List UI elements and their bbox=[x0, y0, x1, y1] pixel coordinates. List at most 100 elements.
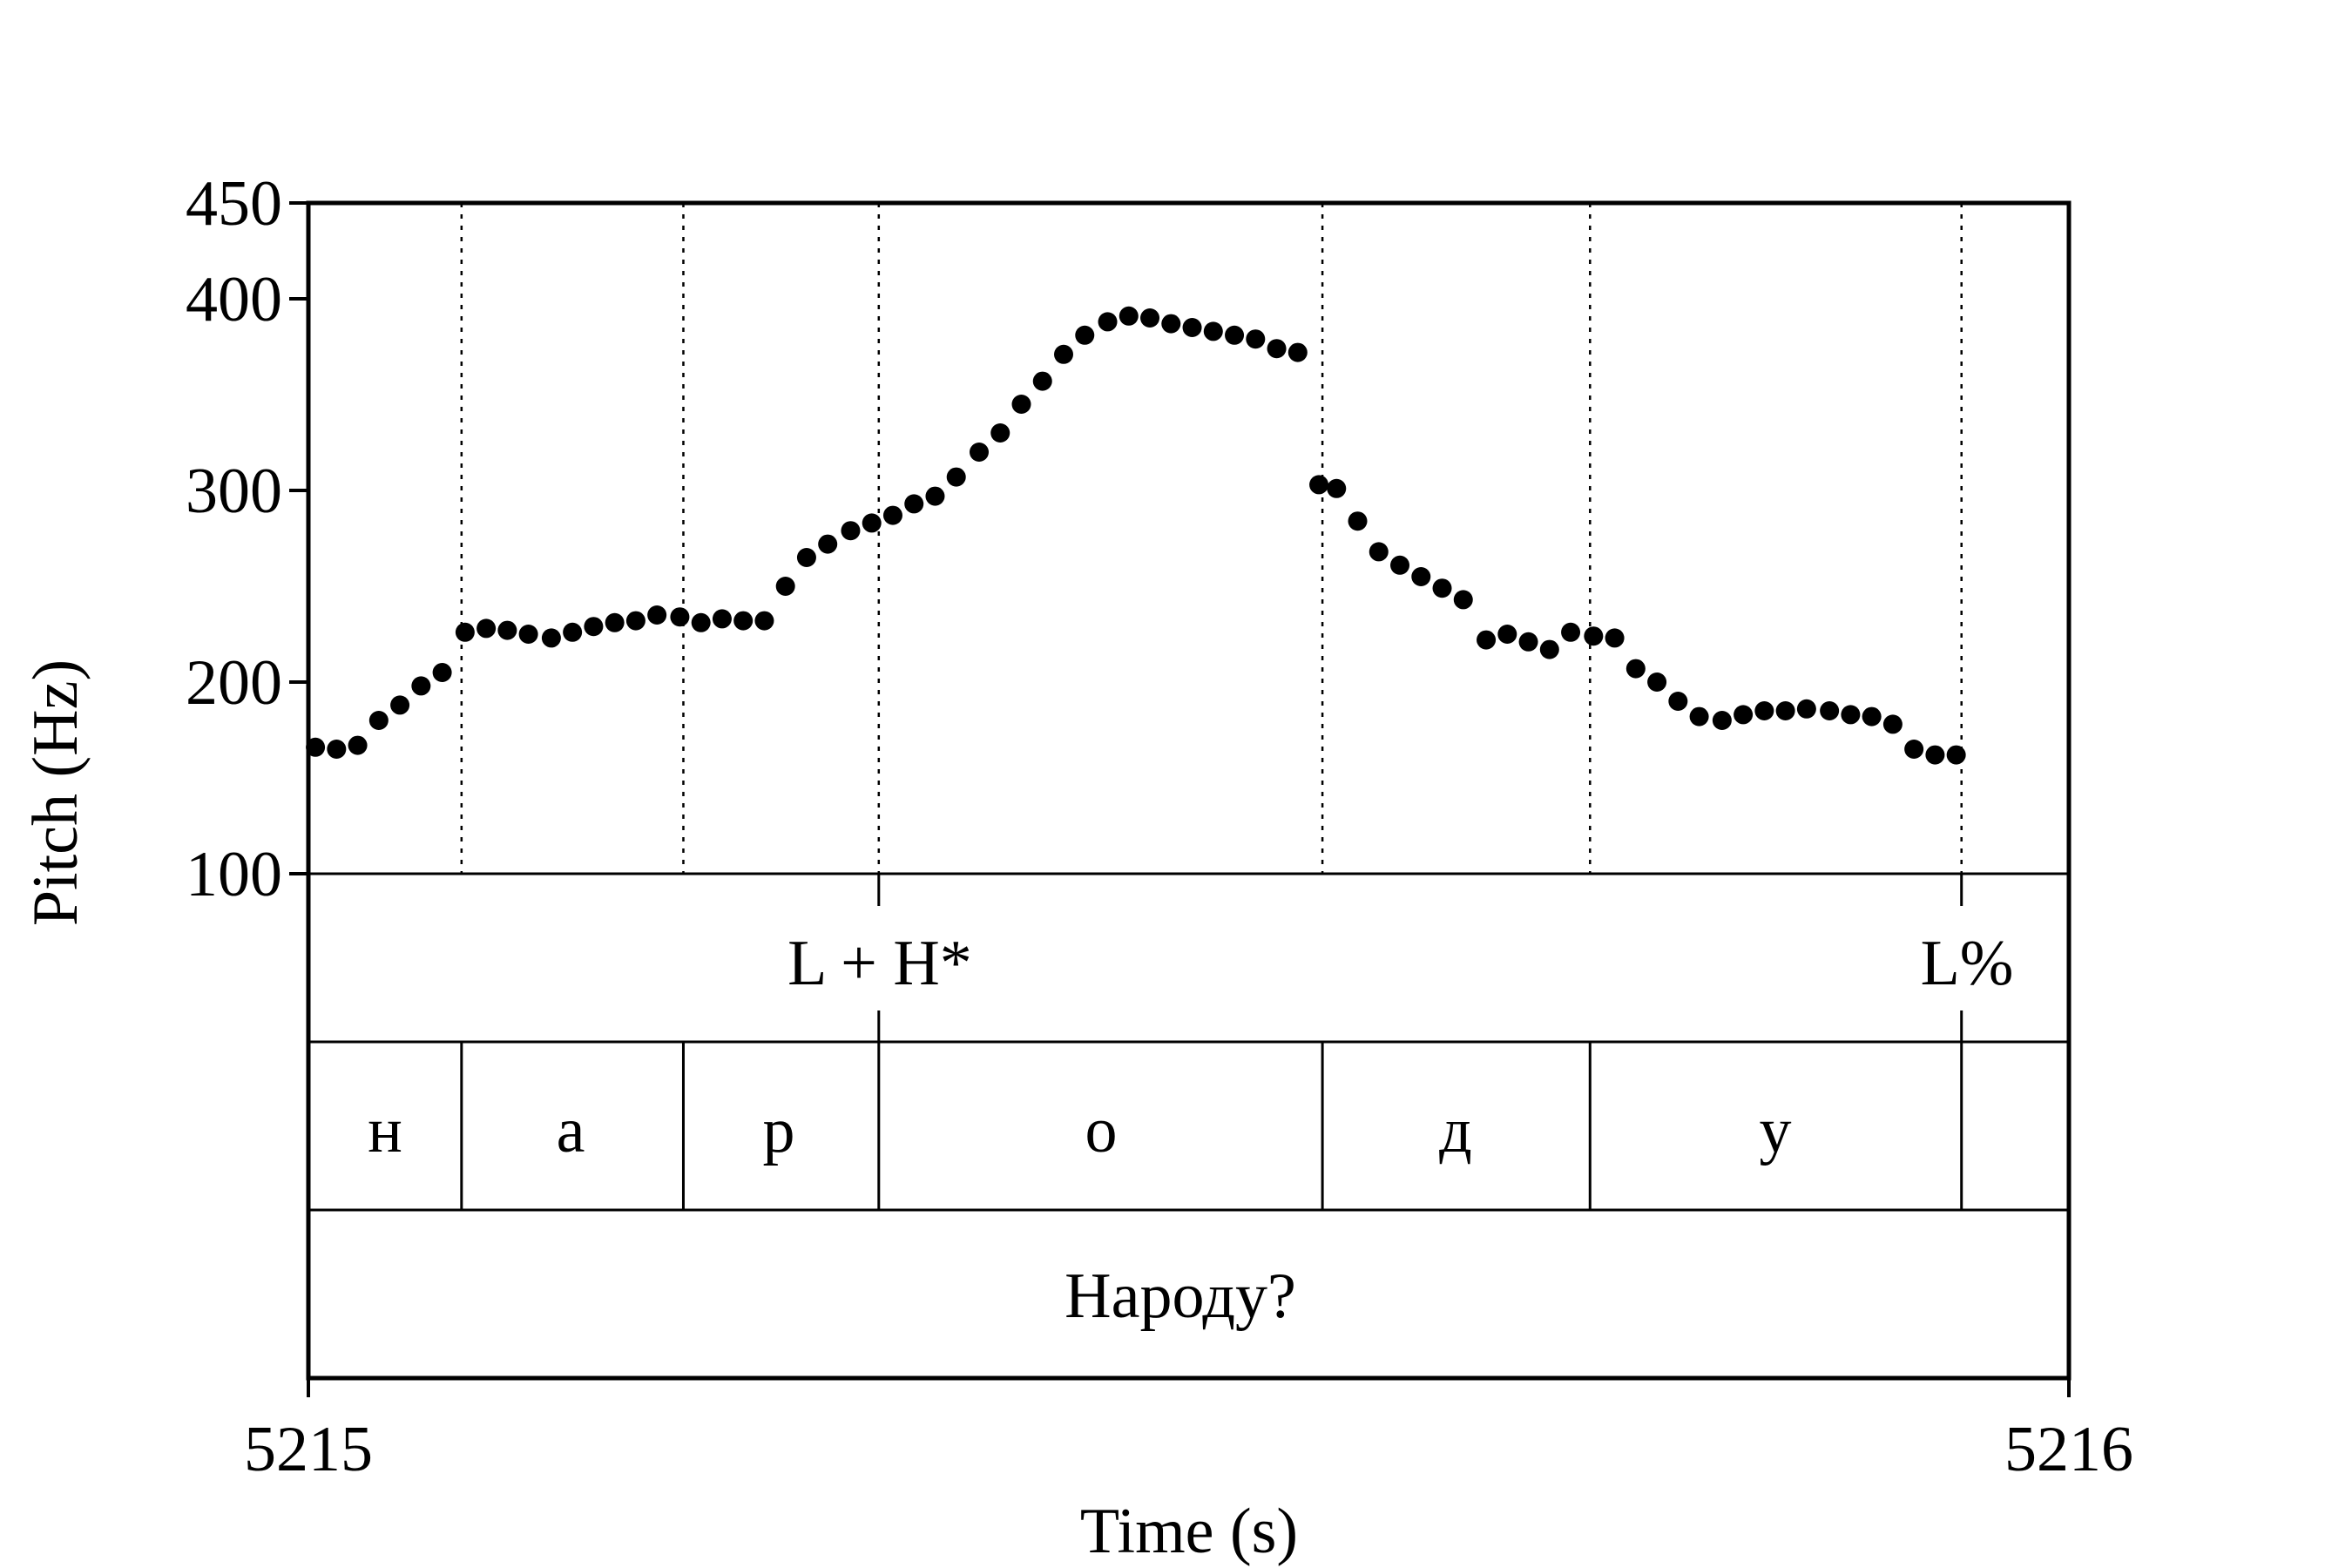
pitch-point bbox=[775, 577, 795, 596]
pitch-point bbox=[796, 548, 816, 567]
pitch-point bbox=[1796, 699, 1816, 719]
word-label: Народу? bbox=[1064, 1260, 1296, 1332]
pitch-point bbox=[925, 486, 945, 506]
pitch-point bbox=[1904, 740, 1924, 759]
pitch-point bbox=[1054, 344, 1074, 364]
pitch-point bbox=[584, 617, 604, 637]
pitch-point bbox=[841, 521, 861, 541]
pitch-point bbox=[1882, 714, 1903, 734]
pitch-point bbox=[1625, 659, 1646, 679]
segment-label-n: н bbox=[368, 1095, 402, 1166]
pitch-point bbox=[1390, 555, 1410, 575]
pitch-point bbox=[904, 494, 924, 514]
pitch-point bbox=[1309, 475, 1329, 495]
pitch-point bbox=[1098, 312, 1118, 332]
pitch-point bbox=[946, 467, 966, 487]
pitch-point bbox=[348, 735, 368, 755]
pitch-point bbox=[647, 605, 667, 625]
pitch-point bbox=[411, 676, 431, 696]
segment-label-r: р bbox=[763, 1095, 795, 1166]
pitch-point bbox=[733, 611, 754, 631]
pitch-point bbox=[1862, 706, 1882, 727]
pitch-point bbox=[1539, 639, 1559, 659]
pitch-point bbox=[368, 711, 389, 730]
pitch-point bbox=[432, 663, 452, 682]
pitch-point bbox=[1075, 325, 1095, 345]
pitch-point bbox=[1518, 632, 1538, 652]
pitch-point bbox=[1925, 745, 1945, 765]
pitch-point bbox=[1119, 306, 1139, 326]
y-tick-label-450: 450 bbox=[186, 168, 282, 240]
pitch-point bbox=[1182, 318, 1202, 337]
pitch-point bbox=[862, 513, 882, 533]
pitch-point bbox=[518, 625, 538, 644]
y-tick-label-400: 400 bbox=[186, 264, 282, 335]
pitch-point bbox=[390, 695, 410, 715]
pitch-point bbox=[1348, 511, 1368, 531]
pitch-point bbox=[691, 612, 711, 632]
pitch-point bbox=[1689, 706, 1709, 727]
segment-label-d: д bbox=[1439, 1095, 1472, 1166]
pitch-point bbox=[1754, 701, 1774, 720]
segment-label-o: о bbox=[1085, 1095, 1118, 1166]
pitch-point bbox=[1841, 705, 1861, 725]
segment-label-u: у bbox=[1760, 1095, 1792, 1166]
pitch-point bbox=[670, 607, 690, 627]
x-axis-title: Time (s) bbox=[1080, 1496, 1298, 1567]
pitch-point bbox=[327, 740, 347, 759]
tone-label-l-h-star: L + H* bbox=[787, 928, 972, 999]
pitch-point bbox=[1668, 692, 1688, 711]
pitch-point bbox=[970, 443, 990, 462]
pitch-point bbox=[563, 622, 583, 642]
pitch-point bbox=[1032, 371, 1052, 391]
x-tick-label-start: 5215 bbox=[244, 1414, 373, 1485]
pitch-point bbox=[497, 620, 517, 640]
pitch-point bbox=[1327, 478, 1347, 498]
pitch-point bbox=[1432, 578, 1452, 598]
pitch-point bbox=[1820, 701, 1840, 720]
pitch-point bbox=[754, 611, 774, 631]
y-axis-ticks: 100 200 300 400 450 bbox=[186, 168, 308, 910]
pitch-point bbox=[1288, 342, 1308, 362]
pitch-point bbox=[1453, 590, 1473, 610]
pitch-point bbox=[541, 628, 561, 648]
pitch-point bbox=[1497, 625, 1517, 644]
pitch-point bbox=[712, 609, 732, 629]
pitch-points bbox=[306, 306, 1966, 765]
pitch-point bbox=[1203, 321, 1223, 341]
pitch-point bbox=[882, 505, 902, 525]
y-tick-label-100: 100 bbox=[186, 839, 282, 910]
pitch-point bbox=[1246, 329, 1266, 349]
pitch-point bbox=[1712, 711, 1732, 730]
pitch-point bbox=[455, 622, 475, 642]
pitch-point bbox=[1225, 325, 1245, 345]
pitch-point bbox=[1946, 745, 1966, 765]
pitch-point bbox=[1411, 567, 1431, 586]
y-tick-label-300: 300 bbox=[186, 456, 282, 527]
pitch-point bbox=[605, 612, 625, 632]
pitch-point bbox=[1161, 314, 1181, 334]
pitch-point bbox=[1140, 308, 1160, 328]
pitch-point bbox=[818, 534, 838, 554]
tone-label-l-percent: L% bbox=[1921, 928, 2014, 999]
y-axis-title: Pitch (Hz) bbox=[20, 659, 91, 926]
chart-frame bbox=[306, 200, 2072, 1381]
pitch-point bbox=[1369, 542, 1389, 562]
pitch-point bbox=[1267, 339, 1287, 359]
pitch-point bbox=[990, 423, 1010, 443]
pitch-point bbox=[625, 611, 645, 631]
segment-label-a: а bbox=[557, 1095, 585, 1166]
pitch-point bbox=[1561, 622, 1581, 642]
pitch-point bbox=[1477, 630, 1497, 650]
x-tick-label-end: 5216 bbox=[2004, 1414, 2133, 1485]
y-tick-label-200: 200 bbox=[186, 647, 282, 719]
pitch-point bbox=[306, 737, 326, 757]
pitch-point bbox=[1734, 705, 1754, 725]
pitch-point bbox=[1605, 628, 1625, 648]
pitch-point bbox=[1775, 701, 1795, 720]
pitch-point bbox=[476, 618, 497, 639]
pitch-point bbox=[1584, 626, 1604, 646]
pitch-point bbox=[1011, 395, 1031, 414]
